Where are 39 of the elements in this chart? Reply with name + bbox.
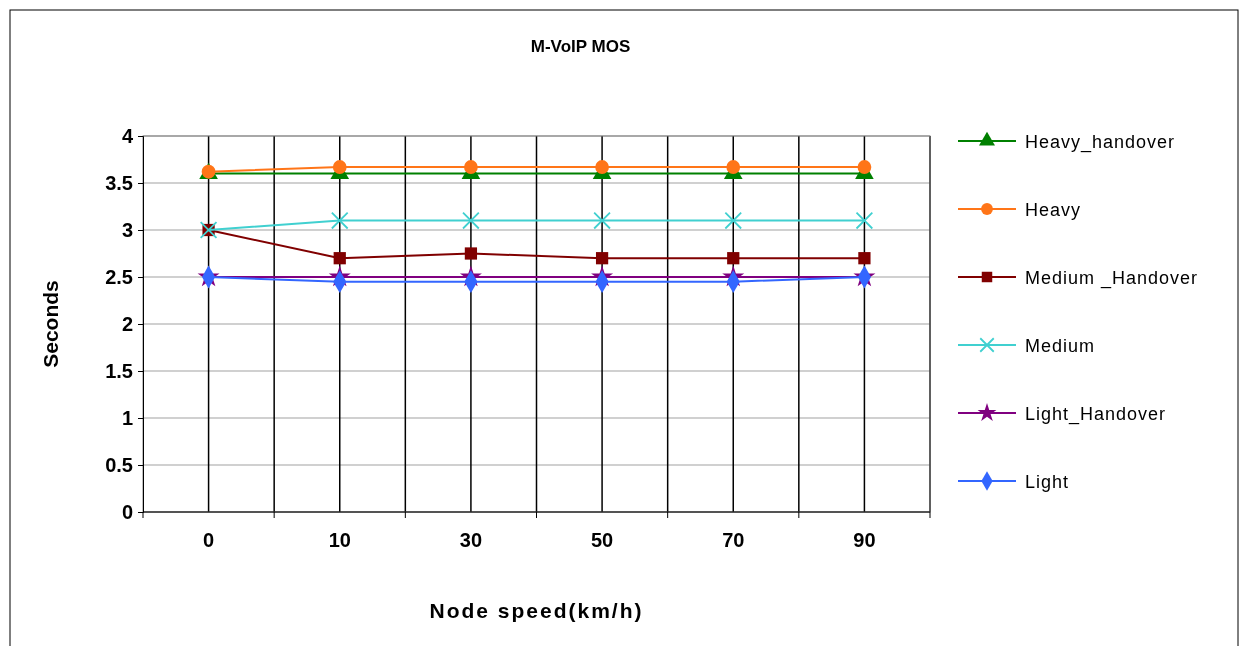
legend-label: Heavy_handover <box>1025 132 1176 153</box>
legend-label: Medium _Handover <box>1025 268 1199 289</box>
x-tick-label: 50 <box>590 529 614 551</box>
y-tick-label: 3.5 <box>105 171 133 194</box>
point <box>855 211 874 230</box>
point <box>858 252 871 265</box>
y-tick-label: 2 <box>121 312 133 335</box>
legend-label: Heavy <box>1025 200 1082 220</box>
x-tick-label: 30 <box>459 529 483 551</box>
y-tick-label: 3 <box>121 218 133 241</box>
point <box>332 160 347 174</box>
point <box>724 211 743 230</box>
point <box>462 211 480 230</box>
x-tick-label: 90 <box>853 529 876 551</box>
point <box>726 160 741 174</box>
x-tick-label: 10 <box>328 529 351 551</box>
point <box>727 252 740 265</box>
point <box>593 211 611 230</box>
point <box>330 211 349 230</box>
point <box>595 252 609 265</box>
x-axis-title: Node speed(km/h) <box>429 599 644 622</box>
y-tick-label: 2.5 <box>105 265 133 288</box>
point <box>595 160 609 174</box>
point <box>857 160 872 174</box>
x-tick-label: 70 <box>722 529 745 551</box>
y-tick-label: 0 <box>121 500 133 523</box>
point <box>464 247 478 260</box>
y-tick-label: 1 <box>121 406 133 429</box>
y-tick-label: 1.5 <box>105 359 133 382</box>
y-tick-label: 4 <box>121 124 134 147</box>
point <box>464 160 478 174</box>
legend-label: Medium <box>1025 336 1096 356</box>
chart-title: M-VoIP MOS <box>530 37 631 56</box>
legend-label: Light <box>1025 472 1070 492</box>
y-tick-label: 0.5 <box>105 453 133 476</box>
legend-label: Light_Handover <box>1025 404 1167 425</box>
x-tick-label: 0 <box>203 529 215 551</box>
y-axis-title: Seconds <box>39 280 62 368</box>
point <box>333 252 346 265</box>
